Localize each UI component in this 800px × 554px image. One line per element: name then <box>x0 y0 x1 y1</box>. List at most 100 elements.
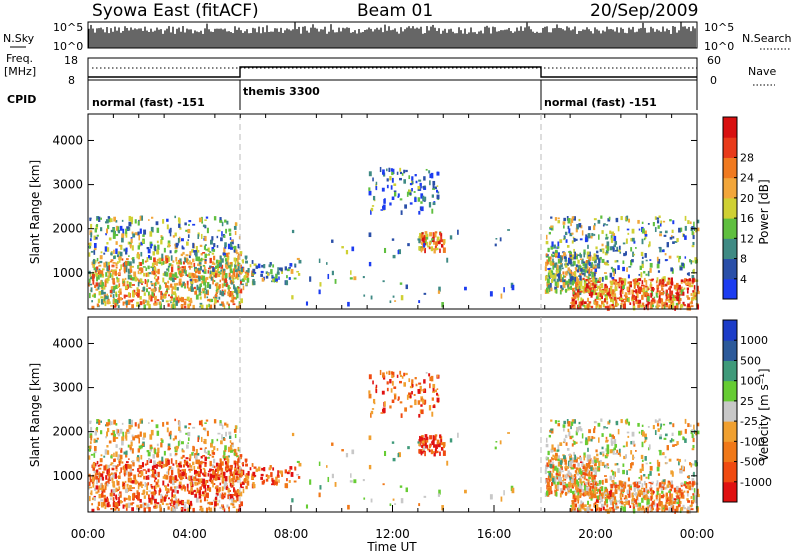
velocity-echo-point <box>183 504 187 509</box>
velocity-echo-point <box>209 442 213 448</box>
power-echo-point <box>192 223 196 226</box>
power-echo-point <box>423 246 425 250</box>
velocity-echo-point <box>649 487 653 492</box>
power-echo-point <box>166 257 169 264</box>
power-echo-point <box>662 279 666 281</box>
velocity-echo-point <box>647 504 650 508</box>
velocity-echo-point <box>211 439 214 444</box>
power-echo-point <box>207 270 210 274</box>
power-echo-point <box>161 257 164 262</box>
velocity-echo-point <box>156 484 160 488</box>
power-echo-point <box>168 229 171 234</box>
power-echo-point <box>184 283 186 287</box>
power-echo-point <box>604 251 608 256</box>
power-echo-point <box>209 304 213 310</box>
velocity-echo-point <box>209 460 212 467</box>
velocity-echo-point <box>550 482 554 486</box>
power-echo-point <box>609 272 613 278</box>
power-echo-point <box>167 265 171 268</box>
power-echo-point <box>124 294 128 298</box>
velocity-echo-point <box>203 440 205 444</box>
power-echo-point <box>170 304 173 308</box>
power-echo-point <box>116 278 120 283</box>
power-echo-point <box>176 297 179 303</box>
velocity-echo-point <box>156 461 159 464</box>
power-echo-point <box>210 298 214 303</box>
velocity-echo-point <box>331 473 334 479</box>
power-echo-point <box>658 294 661 300</box>
velocity-echo-point <box>100 430 103 435</box>
power-echo-point <box>579 273 582 276</box>
velocity-echo-point <box>138 445 142 450</box>
power-echo-point <box>393 190 397 192</box>
power-echo-point <box>397 193 400 197</box>
power-echo-point <box>393 183 397 186</box>
power-echo-point <box>579 265 582 269</box>
velocity-echo-point <box>172 463 175 466</box>
power-echo-point <box>144 278 147 285</box>
velocity-echo-point <box>111 489 115 494</box>
power-echo-point <box>593 233 596 236</box>
velocity-echo-point <box>155 424 159 429</box>
power-echo-point <box>436 185 439 187</box>
power-echo-point <box>175 300 178 306</box>
velocity-echo-point <box>673 498 677 501</box>
velocity-echo-point <box>334 482 337 487</box>
velocity-echo-point <box>671 506 674 512</box>
velocity-echo-point <box>96 422 99 424</box>
power-echo-point <box>228 276 232 280</box>
power-echo-point <box>672 297 676 302</box>
velocity-echo-point <box>432 388 435 392</box>
velocity-echo-point <box>176 490 179 494</box>
velocity-echo-point <box>177 498 180 503</box>
velocity-echo-point <box>193 489 196 493</box>
velocity-data-points <box>88 369 700 514</box>
power-echo-point <box>434 231 438 234</box>
velocity-echo-point <box>427 448 431 451</box>
power-echo-point <box>229 237 232 240</box>
power-echo-point <box>421 232 424 235</box>
velocity-echo-point <box>122 431 125 437</box>
power-echo-point <box>421 236 425 241</box>
power-echo-point <box>556 264 559 270</box>
power-echo-point <box>98 290 102 296</box>
power-echo-point <box>190 287 194 292</box>
power-echo-point <box>647 305 649 311</box>
power-echo-point <box>400 295 404 301</box>
velocity-echo-point <box>585 486 589 492</box>
power-echo-point <box>218 284 221 289</box>
power-echo-point <box>611 289 615 295</box>
velocity-echo-point <box>231 477 234 482</box>
velocity-echo-point <box>154 477 157 480</box>
power-echo-point <box>436 236 440 242</box>
velocity-echo-point <box>260 473 264 477</box>
velocity-echo-point <box>108 504 111 507</box>
velocity-echo-point <box>288 470 291 472</box>
power-echo-point <box>142 266 146 268</box>
velocity-echo-point <box>112 464 116 467</box>
velocity-echo-point <box>349 480 353 483</box>
power-echo-point <box>168 277 171 280</box>
power-echo-point <box>224 258 227 262</box>
power-echo-point <box>205 289 208 295</box>
velocity-echo-point <box>212 499 215 502</box>
power-echo-point <box>237 266 241 271</box>
power-echo-point <box>209 257 212 264</box>
velocity-echo-point <box>599 486 602 489</box>
power-echo-point <box>188 272 191 278</box>
power-echo-point <box>175 256 178 262</box>
velocity-echo-point <box>598 489 602 494</box>
power-echo-point <box>696 227 700 232</box>
velocity-echo-point <box>368 390 371 394</box>
velocity-echo-point <box>433 444 436 448</box>
velocity-echo-point <box>136 504 139 508</box>
velocity-echo-point <box>420 436 424 441</box>
velocity-echo-point <box>106 496 109 499</box>
velocity-echo-point <box>620 487 624 490</box>
velocity-echo-point <box>123 469 127 475</box>
power-echo-point <box>564 256 567 262</box>
velocity-echo-point <box>129 468 132 474</box>
velocity-echo-point <box>116 481 120 486</box>
velocity-echo-point <box>627 484 630 487</box>
